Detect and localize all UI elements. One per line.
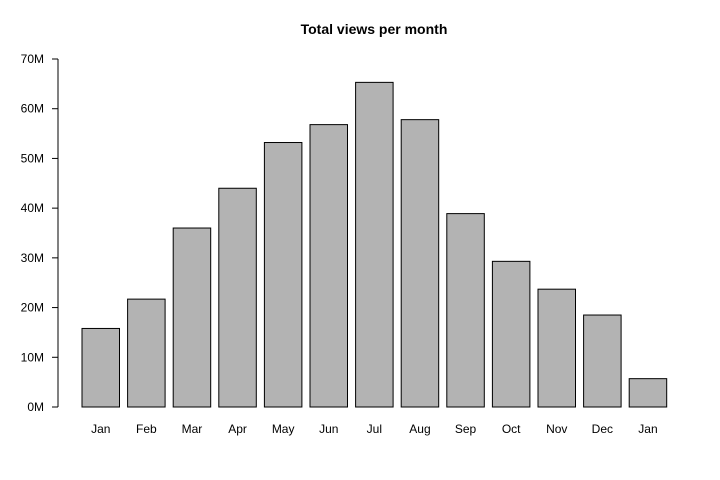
chart-title: Total views per month (300, 21, 448, 37)
x-tick-label: Jan (91, 422, 110, 436)
bar-oct-9 (491, 260, 531, 408)
y-tick-label: 0M (27, 400, 44, 414)
bar-jun-5 (309, 124, 348, 408)
x-tick-label: Mar (182, 422, 203, 436)
bars-group (81, 81, 668, 408)
bar-may-4 (263, 142, 303, 408)
y-axis: 0M 10M 20M 30M 40M 50M 60M 70M (21, 52, 59, 414)
y-tick-label: 20M (21, 301, 44, 315)
y-tick-label: 30M (21, 251, 44, 265)
x-tick-label: Nov (546, 422, 567, 436)
y-tick-label: 40M (21, 201, 44, 215)
x-axis-labels: Jan Feb Mar Apr May Jun Jul Aug Sep Oct Nov Dec Jan (91, 422, 658, 436)
y-tick-label: 10M (21, 350, 44, 364)
x-tick-label: Feb (136, 422, 157, 436)
bar-jan-0 (81, 327, 120, 408)
bar-jan-12 (628, 378, 668, 408)
bar-mar-2 (172, 227, 212, 408)
x-tick-label: Oct (502, 422, 521, 436)
y-tick-label: 70M (21, 52, 44, 66)
y-tick-label: 50M (21, 151, 44, 165)
bar-dec-11 (583, 314, 622, 408)
bar-aug-7 (400, 119, 440, 408)
bar-jul-6 (355, 81, 394, 408)
x-tick-label: May (272, 422, 295, 436)
x-tick-label: Jan (638, 422, 657, 436)
x-tick-label: Aug (409, 422, 430, 436)
bar-feb-1 (127, 298, 166, 408)
bar-sep-8 (446, 213, 485, 408)
bar-apr-3 (218, 187, 257, 408)
x-tick-label: Sep (455, 422, 477, 436)
y-tick-label: 60M (21, 102, 44, 116)
x-tick-label: Apr (228, 422, 247, 436)
x-tick-label: Jun (319, 422, 338, 436)
bar-nov-10 (537, 288, 576, 408)
x-tick-label: Dec (592, 422, 613, 436)
x-tick-label: Jul (367, 422, 382, 436)
